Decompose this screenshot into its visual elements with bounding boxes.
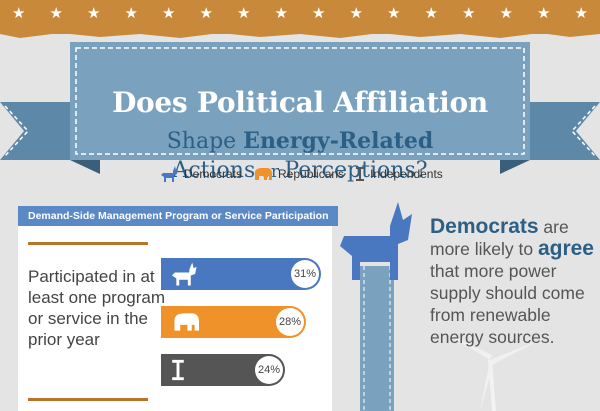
star-icon: ★ [387, 5, 401, 22]
divider-top [28, 242, 148, 245]
donkey-icon [161, 166, 178, 182]
legend-item-republicans: Republicans [252, 165, 344, 183]
chart-panel: Participated in at least one program or … [18, 226, 332, 411]
star-icon: ★ [162, 5, 176, 22]
top-star-strip: ★ ★ ★ ★ ★ ★ ★ ★ ★ ★ ★ ★ ★ ★ ★ ★ [0, 0, 600, 38]
bar-independents: 24% [161, 354, 285, 386]
star-icon: ★ [349, 5, 363, 22]
wind-turbine-watermark [440, 330, 540, 411]
legend-item-democrats: Democrats [160, 165, 242, 183]
donkey-banner [340, 202, 412, 411]
section-header: Demand-Side Management Program or Servic… [18, 206, 338, 226]
bar-value-independents: 24% [255, 356, 283, 384]
elephant-icon [255, 168, 273, 180]
donkey-icon [340, 202, 412, 280]
star-icon: ★ [462, 5, 476, 22]
title-line-1: Does Political Affiliation [112, 86, 488, 119]
star-icon: ★ [12, 5, 26, 22]
chart-description: Participated in at least one program or … [28, 267, 166, 349]
bar-value-republicans: 28% [276, 308, 304, 336]
star-icon: ★ [199, 5, 213, 22]
torn-edge [0, 31, 600, 38]
star-icon: ★ [237, 5, 251, 22]
star-icon: ★ [574, 5, 588, 22]
donkey-icon [172, 262, 197, 286]
bar-value-democrats: 31% [291, 260, 319, 288]
bar-republicans: 28% [161, 306, 306, 338]
star-icon: ★ [124, 5, 138, 22]
star-row: ★ ★ ★ ★ ★ ★ ★ ★ ★ ★ ★ ★ ★ ★ ★ ★ [0, 4, 600, 22]
legend: Democrats Republicans Independents [160, 165, 443, 183]
legend-item-independents: Independents [354, 165, 443, 183]
star-icon: ★ [499, 5, 513, 22]
bar-democrats: 31% [161, 258, 321, 290]
star-icon: ★ [312, 5, 326, 22]
star-icon: ★ [49, 5, 63, 22]
star-icon: ★ [424, 5, 438, 22]
title-line-2: Shape Energy-Related [166, 128, 434, 154]
independent-i-icon [356, 167, 365, 181]
independent-i-icon [172, 359, 184, 381]
star-icon: ★ [87, 5, 101, 22]
star-icon: ★ [274, 5, 288, 22]
divider-bottom [28, 398, 148, 401]
democrats-renewable-callout: Democrats are more likely to agree that … [430, 215, 594, 348]
elephant-icon [174, 313, 199, 331]
star-icon: ★ [537, 5, 551, 22]
